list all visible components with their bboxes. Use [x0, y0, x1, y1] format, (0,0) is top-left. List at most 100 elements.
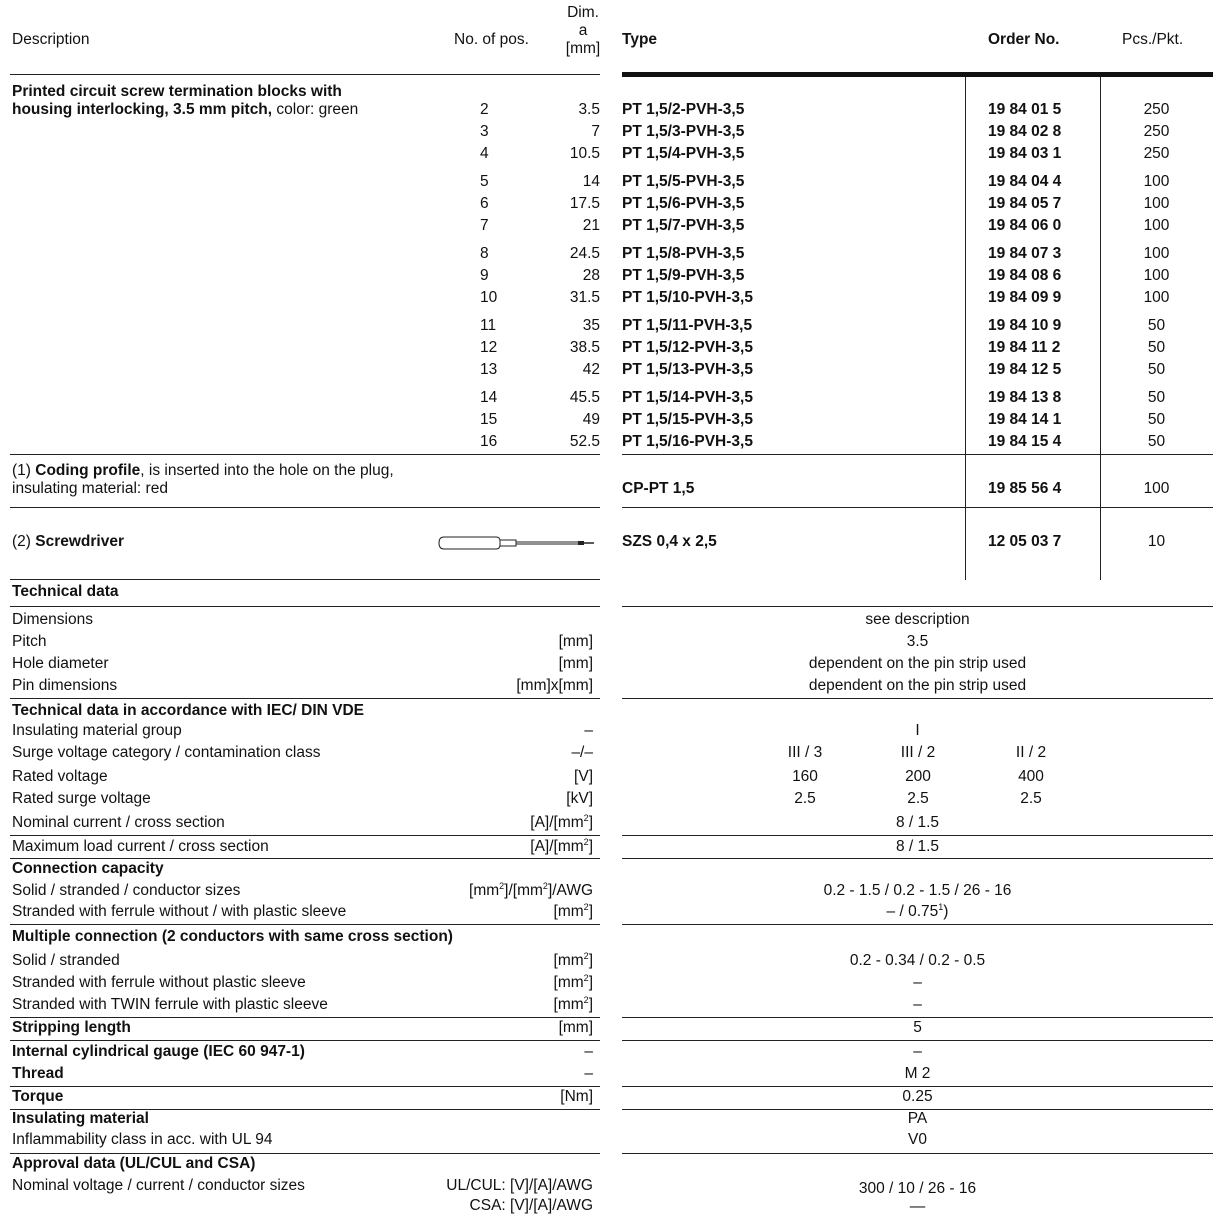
- row-type: PT 1,5/8-PVH-3,5: [622, 245, 745, 262]
- row-dim: 10.5: [569, 145, 600, 162]
- tech-label-torque: Torque: [12, 1088, 64, 1105]
- row-pos: 3: [480, 123, 489, 140]
- tech-unit-rated_sv: [kV]: [566, 790, 593, 807]
- connection-capacity-title: Connection capacity: [12, 860, 164, 877]
- header-pcs: Pcs./Pkt.: [1122, 31, 1184, 48]
- tech-unit-max_load: [A]/[mm2]: [530, 837, 593, 856]
- insulating-material-value: PA: [907, 1110, 928, 1127]
- row-type: PT 1,5/9-PVH-3,5: [622, 267, 745, 284]
- tech-unit-thread: –: [584, 1065, 593, 1082]
- coding-profile-pcs: 100: [1143, 480, 1170, 497]
- header-divider-right: [622, 72, 1213, 77]
- row-pos: 16: [480, 433, 498, 450]
- row-order: 19 84 08 6: [988, 267, 1062, 284]
- tech-value-stripping: 5: [913, 1019, 922, 1036]
- row-pos: 11: [480, 317, 497, 334]
- row-type: PT 1,5/16-PVH-3,5: [622, 433, 753, 450]
- row-pcs: 50: [1147, 389, 1166, 406]
- approval-label: Nominal voltage / current / conductor si…: [12, 1177, 305, 1194]
- row-pos: 2: [480, 101, 489, 118]
- inflammability-label: Inflammability class in acc. with UL 94: [12, 1131, 273, 1148]
- row-dim: 38.5: [569, 339, 600, 356]
- row-type: PT 1,5/11-PVH-3,5: [622, 317, 753, 334]
- header-dim: Dim.: [567, 4, 599, 21]
- tech-unit-rated_v: [V]: [574, 768, 593, 785]
- tech-value-ferrule: – / 0.751): [886, 902, 949, 921]
- tech-value-surge_cat-3: II / 2: [1015, 744, 1047, 761]
- tech-value-max_load: 8 / 1.5: [895, 838, 940, 855]
- divider: [622, 454, 1213, 455]
- row-order: 19 84 15 4: [988, 433, 1062, 450]
- row-dim: 31.5: [569, 289, 600, 306]
- row-pcs: 50: [1147, 361, 1166, 378]
- row-type: PT 1,5/4-PVH-3,5: [622, 145, 745, 162]
- row-pos: 4: [480, 145, 489, 162]
- tech-value-m_twin: –: [913, 996, 922, 1013]
- row-pcs: 100: [1143, 173, 1170, 190]
- approval-unit-csa: CSA: [V]/[A]/AWG: [469, 1197, 593, 1214]
- row-type: PT 1,5/6-PVH-3,5: [622, 195, 745, 212]
- tech-unit-img: –: [584, 722, 593, 739]
- divider: [10, 698, 600, 699]
- divider: [10, 924, 600, 925]
- tech-value-solid: 0.2 - 1.5 / 0.2 - 1.5 / 26 - 16: [823, 882, 1012, 899]
- row-order: 19 84 04 4: [988, 173, 1062, 190]
- header-order-no: Order No.: [988, 31, 1060, 48]
- row-order: 19 84 09 9: [988, 289, 1062, 306]
- row-dim: 14: [582, 173, 600, 190]
- tech-value-surge_cat-1: III / 3: [787, 744, 823, 761]
- tech-label-gauge: Internal cylindrical gauge (IEC 60 947-1…: [12, 1043, 305, 1060]
- row-pos: 8: [480, 245, 489, 262]
- header-divider-left: [10, 74, 600, 75]
- header-dim-a: a: [578, 22, 588, 39]
- coding-profile-order: 19 85 56 4: [988, 480, 1062, 497]
- row-pos: 7: [480, 217, 489, 234]
- row-pos: 15: [480, 411, 498, 428]
- product-description-line2: housing interlocking, 3.5 mm pitch, colo…: [12, 101, 359, 118]
- inflammability-value: V0: [908, 1131, 927, 1148]
- tech-label-rated_v: Rated voltage: [12, 768, 108, 785]
- insulating-material-label: Insulating material: [12, 1110, 149, 1127]
- tech-label-thread: Thread: [12, 1065, 64, 1082]
- row-order: 19 84 05 7: [988, 195, 1062, 212]
- row-pcs: 250: [1143, 123, 1170, 140]
- tech-value-gauge: –: [913, 1043, 922, 1060]
- row-order: 19 84 01 5: [988, 101, 1062, 118]
- divider: [10, 835, 600, 836]
- tech-unit-torque: [Nm]: [560, 1088, 593, 1105]
- tech-value-pitch: 3.5: [906, 633, 929, 650]
- tech-value-dimensions: see description: [865, 611, 970, 628]
- divider: [10, 1153, 600, 1154]
- divider: [10, 579, 600, 580]
- header-type: Type: [622, 31, 658, 48]
- column-divider-pcs: [1100, 77, 1101, 580]
- tech-unit-hole: [mm]: [558, 655, 593, 672]
- tech-label-m_twin: Stranded with TWIN ferrule with plastic …: [12, 996, 328, 1013]
- screwdriver-icon: [438, 536, 594, 550]
- tech-unit-m_ferrule: [mm2]: [553, 973, 593, 992]
- coding-profile-type: CP-PT 1,5: [622, 480, 695, 497]
- approval-value-csa: —: [909, 1198, 926, 1215]
- row-type: PT 1,5/14-PVH-3,5: [622, 389, 753, 406]
- row-pcs: 100: [1143, 289, 1170, 306]
- tech-label-surge_cat: Surge voltage category / contamination c…: [12, 744, 321, 761]
- screwdriver-type: SZS 0,4 x 2,5: [622, 533, 717, 550]
- row-order: 19 84 03 1: [988, 145, 1062, 162]
- row-order: 19 84 10 9: [988, 317, 1062, 334]
- tech-label-dimensions: Dimensions: [12, 611, 93, 628]
- row-pcs: 50: [1147, 411, 1166, 428]
- tech-value-nominal: 8 / 1.5: [895, 814, 940, 831]
- column-divider-order: [965, 77, 966, 580]
- screwdriver-pcs: 10: [1147, 533, 1166, 550]
- row-dim: 52.5: [569, 433, 600, 450]
- tech-unit-pin: [mm]x[mm]: [516, 677, 593, 694]
- row-dim: 42: [582, 361, 600, 378]
- row-dim: 28: [582, 267, 600, 284]
- row-order: 19 84 13 8: [988, 389, 1062, 406]
- row-pos: 12: [480, 339, 498, 356]
- row-pcs: 100: [1143, 195, 1170, 212]
- tech-label-solid: Solid / stranded / conductor sizes: [12, 882, 241, 899]
- tech-unit-m_solid: [mm2]: [553, 951, 593, 970]
- approval-title: Approval data (UL/CUL and CSA): [12, 1155, 256, 1172]
- divider: [622, 924, 1213, 925]
